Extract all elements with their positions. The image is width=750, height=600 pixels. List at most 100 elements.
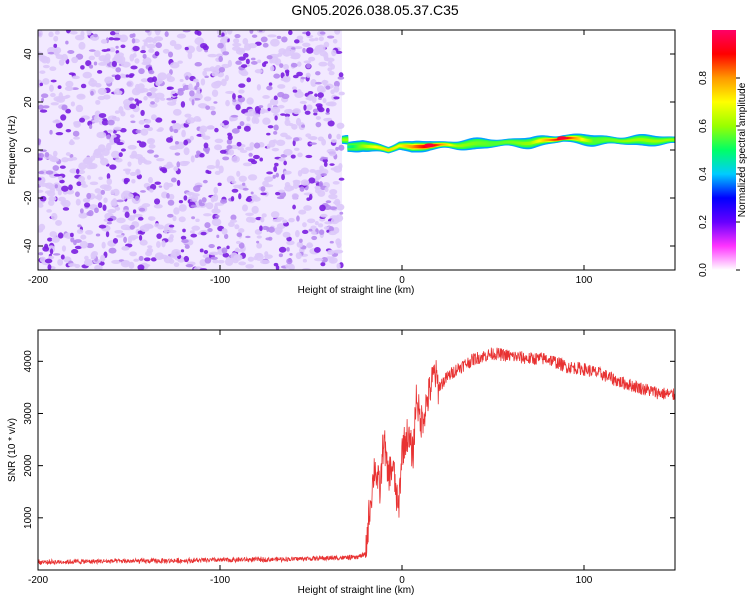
noise-blob [135, 168, 141, 176]
noise-blob [75, 104, 84, 113]
noise-blob [141, 45, 146, 52]
noise-blob [328, 226, 334, 233]
noise-blob [221, 228, 228, 235]
signal-band-cell [630, 139, 633, 142]
noise-blob [50, 212, 58, 221]
noise-blob [148, 176, 154, 184]
noise-blob [266, 226, 270, 232]
noise-blob [274, 162, 279, 167]
signal-band-cell [421, 145, 424, 149]
noise-blob [275, 172, 280, 178]
noise-blob [218, 55, 223, 63]
noise-blob [115, 158, 123, 163]
noise-blob [279, 191, 287, 198]
noise-blob [291, 192, 299, 200]
noise-blob [95, 233, 101, 237]
signal-band-cell [417, 145, 420, 149]
signal-band-cell [503, 141, 506, 144]
noise-blob [90, 90, 94, 96]
signal-band-cell [553, 138, 556, 141]
noise-blob [172, 122, 182, 131]
noise-blob [54, 184, 58, 189]
noise-blob [177, 60, 183, 64]
signal-band-cell [373, 145, 376, 149]
noise-blob [137, 83, 145, 90]
noise-blob [83, 202, 91, 208]
noise-blob [98, 61, 108, 66]
noise-blob [115, 30, 120, 34]
noise-blob [55, 220, 63, 226]
noise-blob [245, 58, 250, 65]
noise-blob [97, 202, 103, 209]
noise-blob [251, 205, 259, 214]
noise-blob [221, 78, 227, 87]
noise-blob [247, 174, 258, 181]
noise-blob [286, 258, 293, 265]
noise-blob [93, 61, 98, 66]
noise-blob [107, 218, 114, 222]
noise-blob [325, 85, 331, 90]
noise-blob [70, 101, 76, 107]
noise-blob [268, 236, 273, 241]
noise-blob [39, 70, 46, 74]
signal-band-cell [621, 140, 624, 143]
noise-blob [314, 37, 319, 41]
signal-band-cell [608, 138, 611, 141]
noise-blob [242, 204, 248, 212]
noise-blob [322, 97, 327, 104]
noise-blob [173, 129, 179, 134]
noise-blob [281, 174, 285, 181]
signal-band-cell [514, 141, 517, 144]
noise-blob [292, 74, 299, 79]
noise-blob [249, 30, 254, 34]
signal-band-cell [380, 147, 383, 149]
noise-blob [270, 211, 280, 219]
noise-blob [291, 86, 297, 91]
noise-blob [145, 36, 154, 43]
signal-band-cell [671, 138, 674, 141]
noise-blob [179, 78, 184, 83]
noise-blob [198, 199, 203, 205]
noise-blob [176, 179, 181, 187]
signal-band-cell [543, 138, 546, 142]
noise-blob [147, 224, 154, 229]
noise-blob [183, 123, 189, 128]
noise-blob [99, 157, 109, 166]
noise-blob [174, 152, 181, 156]
noise-blob [217, 182, 222, 187]
noise-blob [228, 149, 235, 156]
noise-blob [250, 60, 258, 65]
noise-blob [138, 68, 145, 75]
noise-blob [127, 144, 137, 150]
noise-blob [76, 93, 86, 100]
signal-band-cell [377, 146, 380, 149]
signal-band-cell [419, 145, 422, 149]
noise-blob [74, 245, 83, 250]
signal-band-cell [465, 143, 468, 147]
noise-blob [317, 136, 324, 142]
colorbar-tick-label: 0.2 [698, 215, 709, 229]
signal-band-cell [618, 140, 621, 142]
noise-blob [296, 89, 302, 94]
noise-blob [292, 108, 301, 115]
noise-blob [202, 70, 207, 77]
noise-blob [206, 170, 212, 175]
noise-blob [106, 178, 113, 186]
noise-blob [231, 155, 240, 163]
noise-blob [124, 193, 134, 200]
signal-band-cell [405, 144, 408, 148]
signal-band-cell [453, 144, 456, 147]
noise-blob [333, 165, 343, 173]
signal-band-cell [389, 148, 392, 151]
noise-blob [190, 155, 195, 163]
noise-blob [124, 211, 130, 218]
noise-blob [139, 239, 148, 246]
noise-blob [90, 251, 97, 260]
signal-band-cell [454, 144, 457, 147]
noise-blob [251, 116, 257, 124]
noise-blob [120, 111, 126, 117]
noise-blob [173, 207, 180, 215]
signal-band-cell [490, 142, 493, 145]
noise-blob [213, 186, 219, 194]
signal-band-cell [491, 142, 494, 145]
